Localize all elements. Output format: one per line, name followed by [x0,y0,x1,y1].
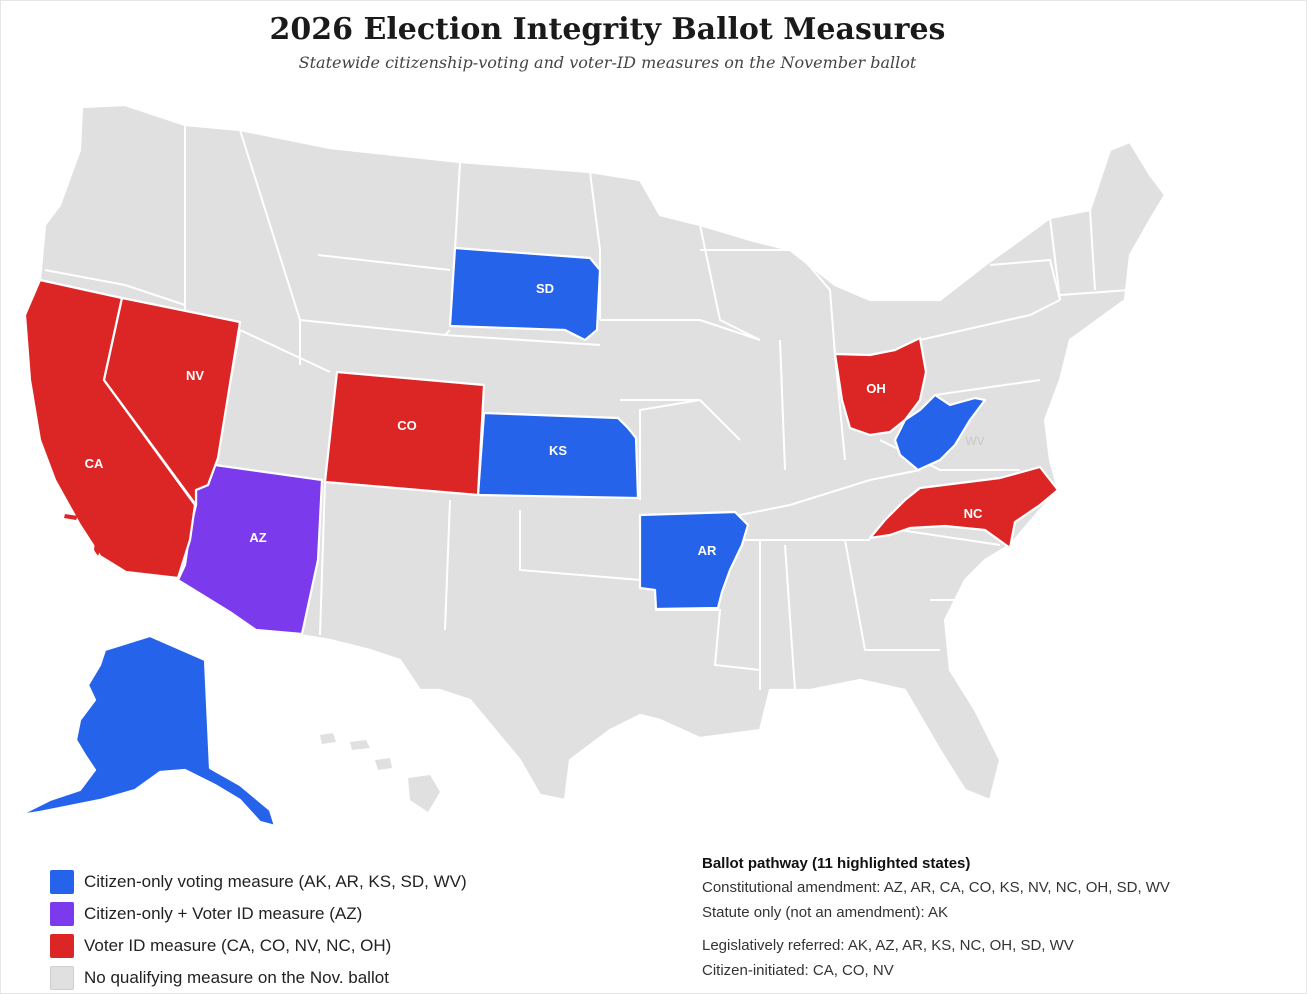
hawaii [320,733,440,812]
state-oh[interactable] [833,336,928,437]
state-co[interactable] [323,370,486,497]
state-nv[interactable] [102,296,242,507]
page-title: 2026 Election Integrity Ballot Measures [269,12,946,47]
label-oh: OH [866,381,886,396]
legend-item-voter-id: Voter ID measure (CA, CO, NV, NC, OH) [50,930,467,962]
label-ar: AR [698,543,717,558]
state-ak[interactable] [18,634,277,828]
label-sd: SD [536,281,554,296]
pathway-citizen: Citizen-initiated: CA, CO, NV [702,962,894,979]
label-ks: KS [549,443,567,458]
legend-item-citizen-only: Citizen-only voting measure (AK, AR, KS,… [50,866,467,898]
pathway-heading: Ballot pathway (11 highlighted states) [702,855,971,872]
ballot-pathway-panel: Ballot pathway (11 highlighted states) C… [702,853,1170,983]
legend: Citizen-only voting measure (AK, AR, KS,… [50,866,467,994]
legend-label: Citizen-only voting measure (AK, AR, KS,… [84,872,467,891]
legend-label: No qualifying measure on the Nov. ballot [84,968,389,987]
legend-item-none: No qualifying measure on the Nov. ballot [50,962,467,994]
legend-label: Voter ID measure (CA, CO, NV, NC, OH) [84,936,392,955]
legend-swatch [50,966,74,990]
label-az: AZ [249,530,266,545]
legend-swatch [50,934,74,958]
state-sd[interactable] [448,246,602,342]
legend-swatch [50,870,74,894]
pathway-legislative: Legislatively referred: AK, AZ, AR, KS, … [702,937,1074,954]
legend-swatch [50,902,74,926]
label-wv: WV [965,434,984,448]
label-ca: CA [85,456,104,471]
page-subtitle: Statewide citizenship-voting and voter-I… [298,53,917,72]
state-az[interactable] [176,463,324,636]
legend-label: Citizen-only + Voter ID measure (AZ) [84,904,363,923]
state-ar[interactable] [638,510,750,611]
label-co: CO [397,418,417,433]
state-ca-islands [64,514,102,556]
legend-item-both: Citizen-only + Voter ID measure (AZ) [50,898,467,930]
pathway-statute: Statute only (not an amendment): AK [702,904,948,921]
label-nc: NC [964,506,983,521]
state-nc[interactable] [868,465,1060,550]
pathway-constitutional: Constitutional amendment: AZ, AR, CA, CO… [702,879,1170,896]
label-nv: NV [186,368,204,383]
